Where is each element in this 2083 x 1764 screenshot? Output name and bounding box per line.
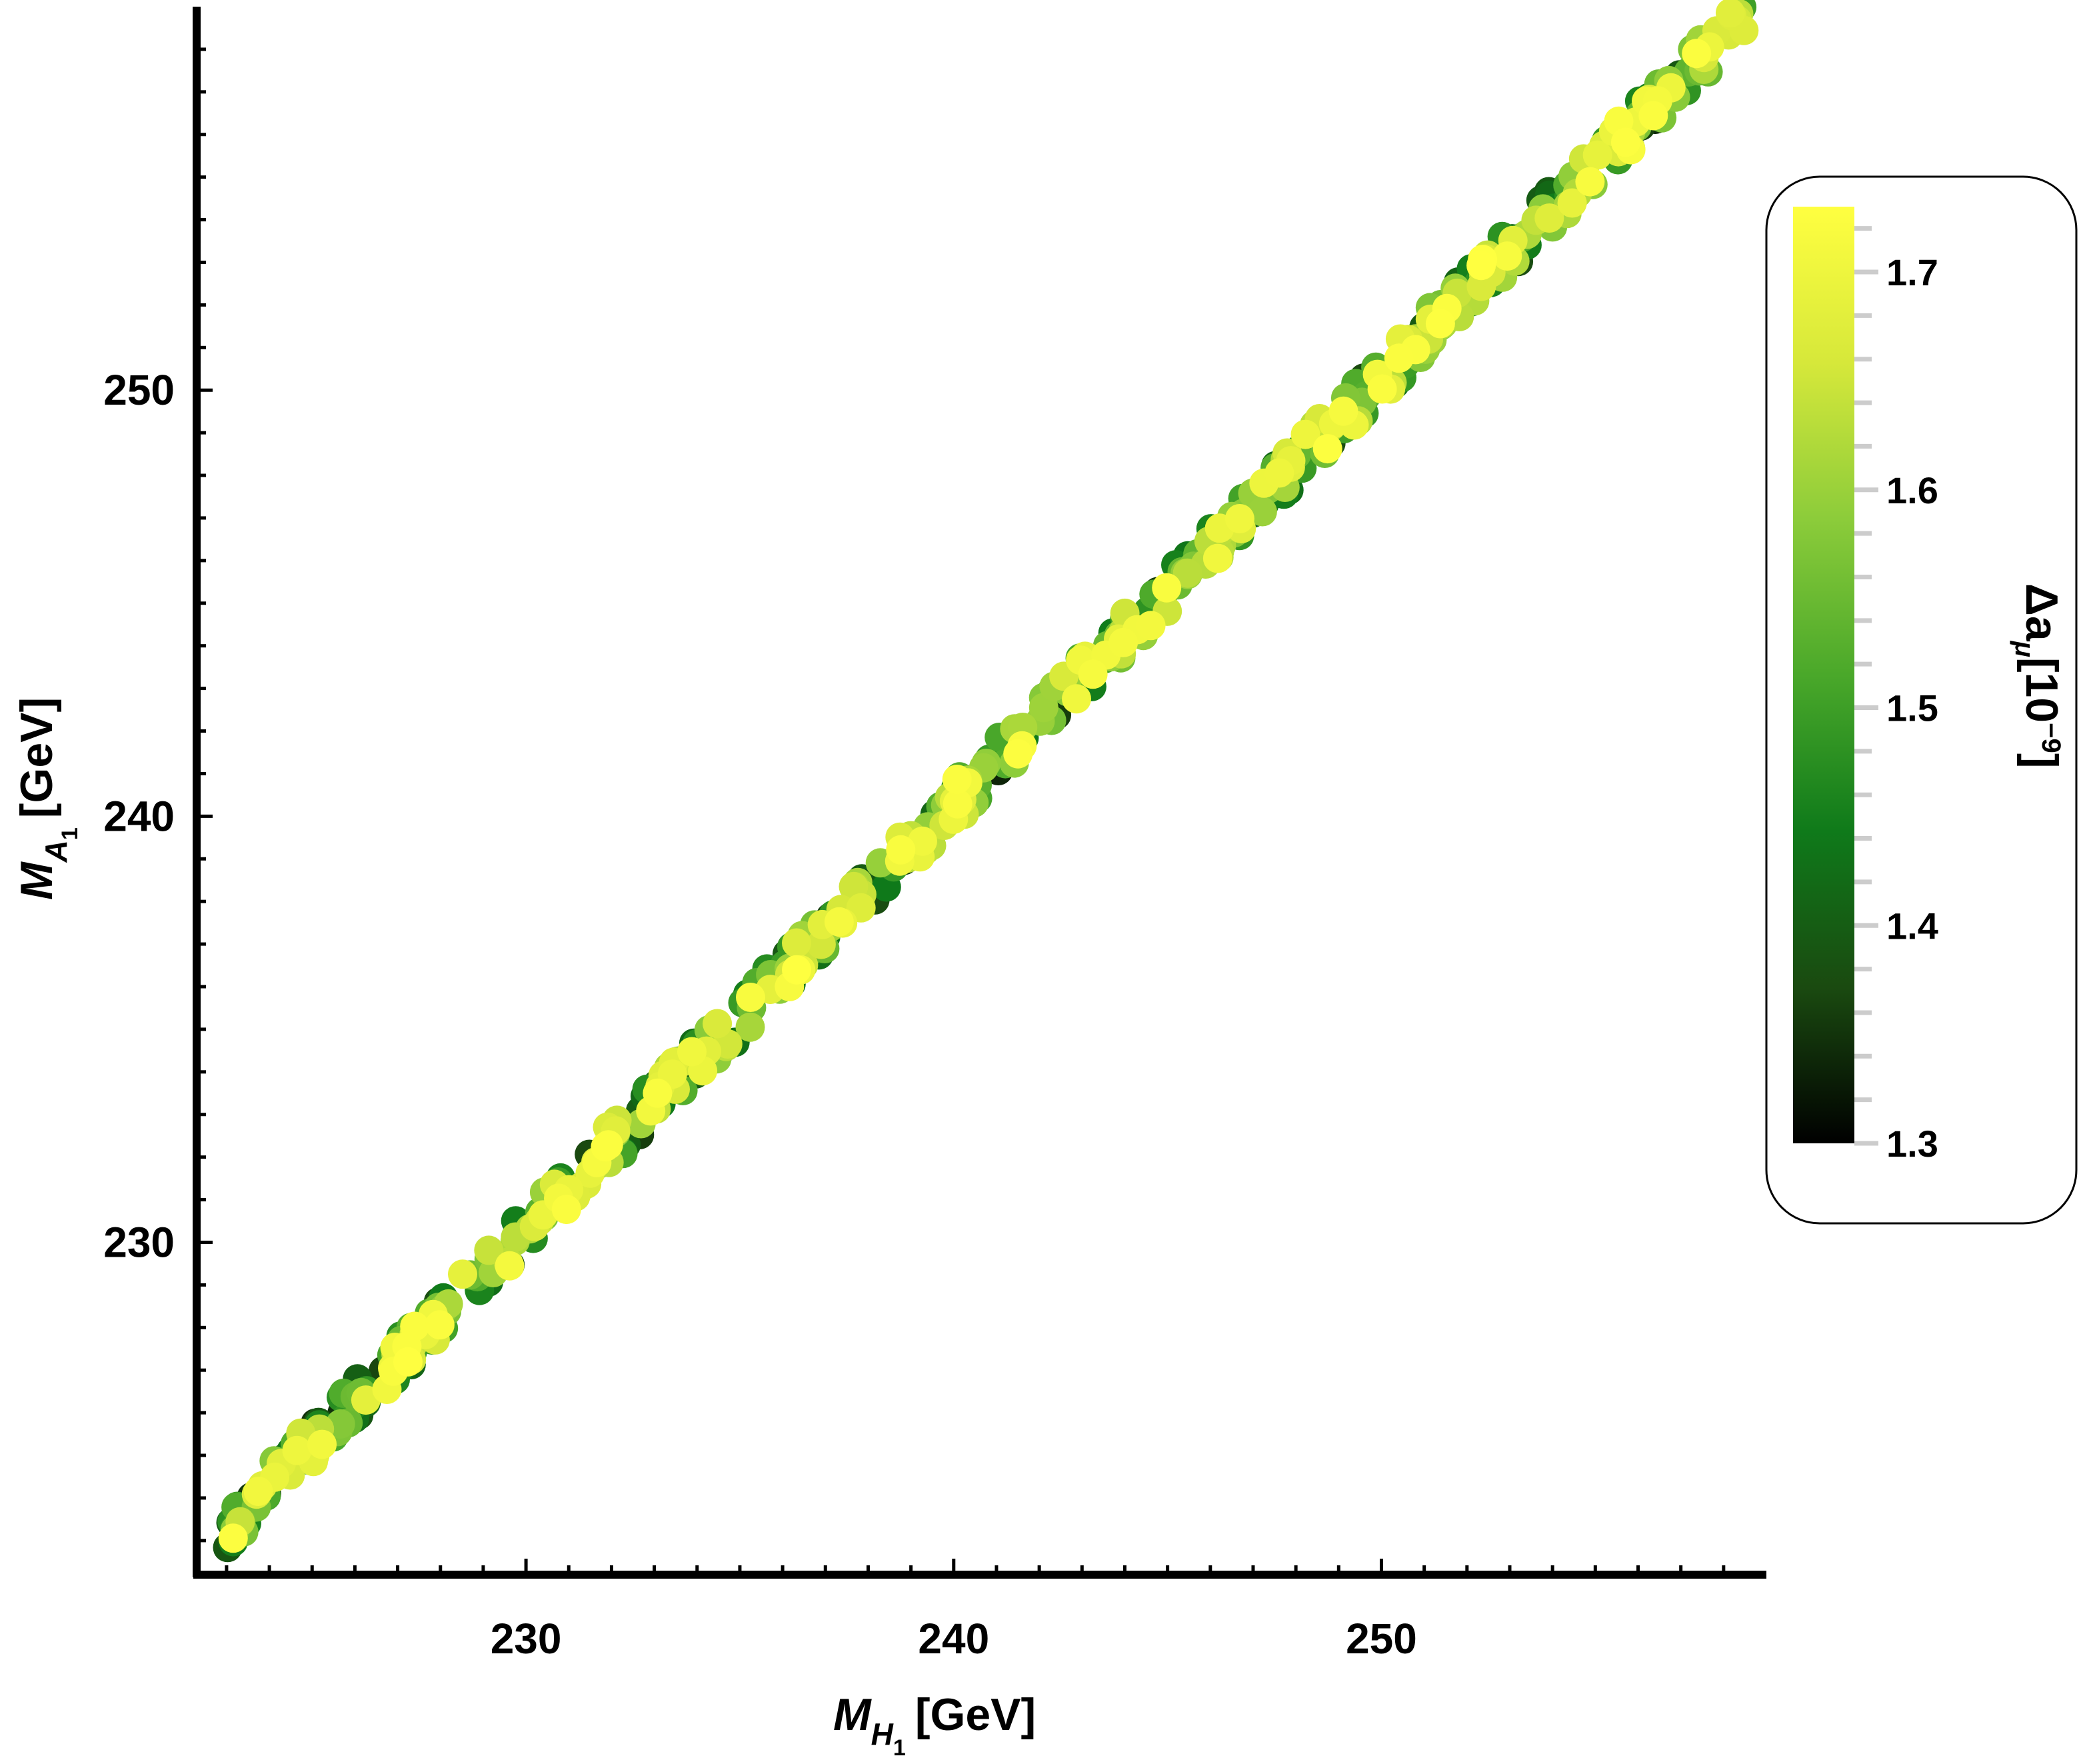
data-point (735, 1012, 765, 1042)
data-point (736, 983, 765, 1012)
y-ticks: 230 240 250 (103, 47, 213, 1543)
data-point (1078, 659, 1108, 689)
x-tick-label: 240 (918, 1615, 989, 1663)
data-point (1682, 39, 1712, 69)
data-point (1062, 684, 1091, 714)
colorbar-tick-label: 1.4 (1886, 905, 1938, 947)
data-point (425, 1310, 455, 1340)
data-point (1172, 558, 1202, 588)
colorbar-tick-label: 1.5 (1886, 687, 1938, 729)
data-point (1715, 0, 1745, 28)
x-axis-title: MH1[GeV] (833, 1689, 1036, 1761)
colorbar-tick-label: 1.3 (1886, 1123, 1938, 1165)
data-point (1264, 458, 1294, 488)
data-point (782, 928, 811, 958)
colorbar-ticks: 1.3 1.4 1.5 1.6 1.7 (1854, 226, 1938, 1165)
y-tick-label: 240 (103, 792, 175, 840)
data-point (1466, 251, 1496, 281)
data-point (1224, 504, 1254, 533)
data-point (1290, 419, 1320, 449)
data-point (1136, 611, 1166, 641)
data-point (643, 1078, 673, 1108)
data-point (1384, 343, 1414, 373)
data-point (943, 789, 973, 819)
data-point (1367, 374, 1397, 404)
data-point (1575, 167, 1605, 197)
data-point (1152, 573, 1182, 603)
data-point (243, 1477, 273, 1506)
data-point (1492, 241, 1522, 271)
data-points (213, 0, 1759, 1563)
data-point (307, 1429, 337, 1459)
data-point (495, 1251, 525, 1281)
data-point (1638, 101, 1668, 131)
data-point (474, 1235, 504, 1265)
data-point (551, 1195, 581, 1225)
y-axis-title: MA1[GeV] (11, 697, 83, 900)
y-tick-label: 250 (103, 366, 175, 414)
y-tick-label: 230 (103, 1218, 175, 1266)
data-point (1312, 434, 1342, 464)
x-tick-label: 250 (1346, 1615, 1417, 1663)
data-point (782, 955, 811, 985)
colorbar-title: Δaμ[10−9] (2010, 583, 2067, 768)
data-point (448, 1259, 477, 1289)
data-point (1610, 127, 1640, 157)
data-point (1557, 188, 1587, 218)
data-point (218, 1523, 248, 1553)
data-point (1108, 627, 1138, 657)
data-point (886, 835, 916, 865)
data-point (393, 1347, 423, 1377)
data-point (1202, 543, 1232, 573)
colorbar-legend: 1.3 1.4 1.5 1.6 1.7 Δaμ[10−9] (1765, 175, 2078, 1225)
data-point (677, 1037, 707, 1067)
x-ticks: 230 240 250 (225, 1559, 1726, 1663)
data-point (1582, 140, 1612, 170)
data-point (593, 1130, 623, 1160)
data-point (942, 765, 972, 794)
colorbar-gradient (1793, 207, 1854, 1143)
colorbar-tick-label: 1.7 (1886, 251, 1938, 293)
x-tick-label: 230 (491, 1615, 562, 1663)
data-point (1003, 739, 1033, 769)
data-point (1425, 309, 1455, 339)
data-point (1247, 497, 1277, 527)
data-point (1534, 203, 1564, 233)
data-point (1328, 396, 1358, 426)
data-point (824, 907, 854, 937)
data-point (703, 1009, 733, 1039)
colorbar-tick-label: 1.6 (1886, 469, 1938, 511)
data-point (282, 1435, 312, 1465)
